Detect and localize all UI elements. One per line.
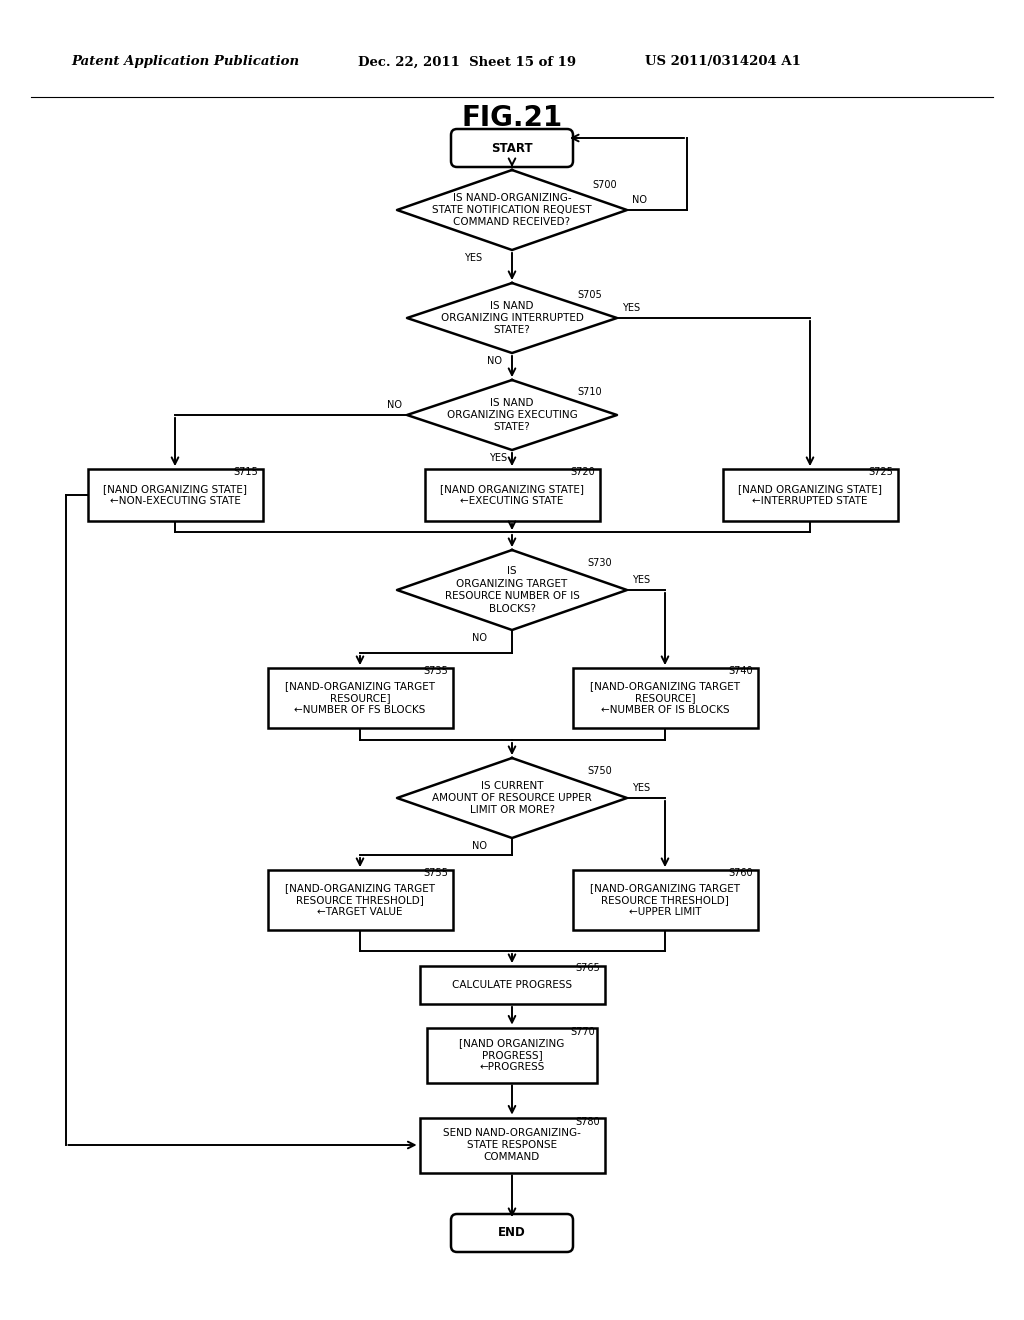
Text: START: START <box>492 141 532 154</box>
Text: S765: S765 <box>575 964 600 973</box>
FancyBboxPatch shape <box>425 469 599 521</box>
Text: NO: NO <box>487 356 502 366</box>
FancyBboxPatch shape <box>420 1118 604 1172</box>
Text: S770: S770 <box>570 1027 595 1038</box>
Text: YES: YES <box>632 783 650 793</box>
Text: S780: S780 <box>575 1117 600 1127</box>
Text: NO: NO <box>472 841 487 851</box>
Text: YES: YES <box>488 453 507 463</box>
Text: S740: S740 <box>728 667 753 676</box>
Text: NO: NO <box>632 195 647 205</box>
FancyBboxPatch shape <box>451 129 573 168</box>
Text: YES: YES <box>464 253 482 263</box>
Text: S705: S705 <box>577 290 602 300</box>
Text: NO: NO <box>472 634 487 643</box>
Text: [NAND-ORGANIZING TARGET
RESOURCE]
←NUMBER OF IS BLOCKS: [NAND-ORGANIZING TARGET RESOURCE] ←NUMBE… <box>590 681 740 715</box>
FancyBboxPatch shape <box>723 469 897 521</box>
Text: S755: S755 <box>423 869 447 878</box>
Text: S725: S725 <box>868 467 893 477</box>
Text: Dec. 22, 2011  Sheet 15 of 19: Dec. 22, 2011 Sheet 15 of 19 <box>358 55 577 69</box>
Text: IS NAND
ORGANIZING EXECUTING
STATE?: IS NAND ORGANIZING EXECUTING STATE? <box>446 397 578 433</box>
Text: [NAND-ORGANIZING TARGET
RESOURCE]
←NUMBER OF FS BLOCKS: [NAND-ORGANIZING TARGET RESOURCE] ←NUMBE… <box>285 681 435 715</box>
FancyBboxPatch shape <box>420 966 604 1005</box>
Text: S760: S760 <box>728 869 753 878</box>
FancyBboxPatch shape <box>427 1027 597 1082</box>
Text: [NAND ORGANIZING STATE]
←EXECUTING STATE: [NAND ORGANIZING STATE] ←EXECUTING STATE <box>440 484 584 506</box>
Text: YES: YES <box>632 576 650 585</box>
Text: SEND NAND-ORGANIZING-
STATE RESPONSE
COMMAND: SEND NAND-ORGANIZING- STATE RESPONSE COM… <box>443 1127 581 1163</box>
FancyBboxPatch shape <box>572 668 758 729</box>
Text: IS CURRENT
AMOUNT OF RESOURCE UPPER
LIMIT OR MORE?: IS CURRENT AMOUNT OF RESOURCE UPPER LIMI… <box>432 780 592 816</box>
Text: END: END <box>498 1226 526 1239</box>
Text: Patent Application Publication: Patent Application Publication <box>72 55 300 69</box>
FancyBboxPatch shape <box>267 668 453 729</box>
Text: S700: S700 <box>592 180 616 190</box>
Text: IS NAND-ORGANIZING-
STATE NOTIFICATION REQUEST
COMMAND RECEIVED?: IS NAND-ORGANIZING- STATE NOTIFICATION R… <box>432 193 592 227</box>
Text: [NAND ORGANIZING STATE]
←NON-EXECUTING STATE: [NAND ORGANIZING STATE] ←NON-EXECUTING S… <box>103 484 247 506</box>
Text: S730: S730 <box>587 558 611 568</box>
Text: S750: S750 <box>587 766 611 776</box>
Text: S710: S710 <box>577 387 602 397</box>
Text: IS NAND
ORGANIZING INTERRUPTED
STATE?: IS NAND ORGANIZING INTERRUPTED STATE? <box>440 301 584 335</box>
FancyBboxPatch shape <box>451 1214 573 1251</box>
Text: YES: YES <box>622 304 640 313</box>
Text: [NAND-ORGANIZING TARGET
RESOURCE THRESHOLD]
←TARGET VALUE: [NAND-ORGANIZING TARGET RESOURCE THRESHO… <box>285 883 435 917</box>
Text: S715: S715 <box>233 467 258 477</box>
Text: S735: S735 <box>423 667 447 676</box>
Text: FIG.21: FIG.21 <box>462 104 562 132</box>
Text: [NAND-ORGANIZING TARGET
RESOURCE THRESHOLD]
←UPPER LIMIT: [NAND-ORGANIZING TARGET RESOURCE THRESHO… <box>590 883 740 917</box>
Text: US 2011/0314204 A1: US 2011/0314204 A1 <box>645 55 801 69</box>
FancyBboxPatch shape <box>267 870 453 931</box>
Text: S720: S720 <box>570 467 595 477</box>
Text: IS
ORGANIZING TARGET
RESOURCE NUMBER OF IS
BLOCKS?: IS ORGANIZING TARGET RESOURCE NUMBER OF … <box>444 566 580 614</box>
Text: CALCULATE PROGRESS: CALCULATE PROGRESS <box>452 979 572 990</box>
Text: [NAND ORGANIZING
PROGRESS]
←PROGRESS: [NAND ORGANIZING PROGRESS] ←PROGRESS <box>460 1038 564 1072</box>
FancyBboxPatch shape <box>572 870 758 931</box>
Text: [NAND ORGANIZING STATE]
←INTERRUPTED STATE: [NAND ORGANIZING STATE] ←INTERRUPTED STA… <box>738 484 882 506</box>
Text: NO: NO <box>387 400 402 411</box>
FancyBboxPatch shape <box>87 469 262 521</box>
